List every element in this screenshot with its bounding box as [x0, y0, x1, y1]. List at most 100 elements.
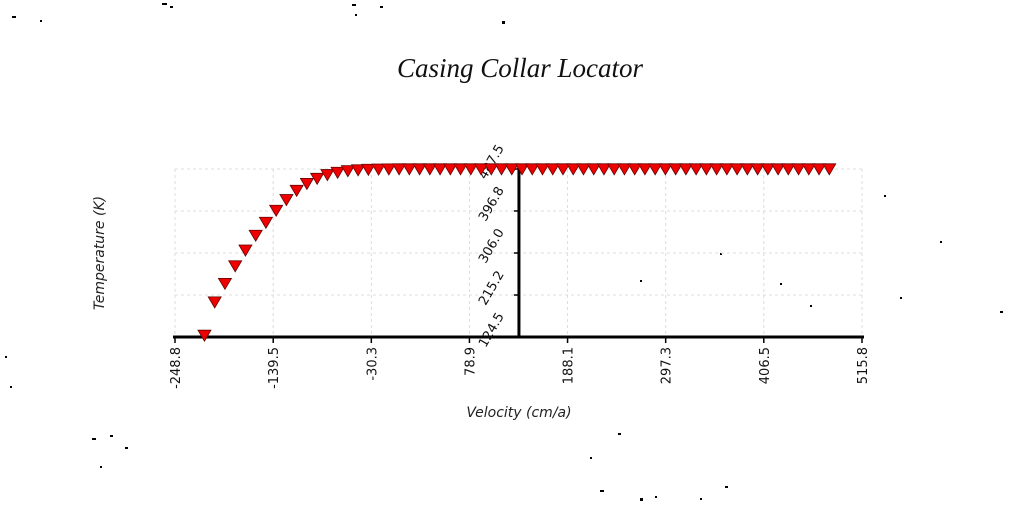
data-point-15 — [350, 164, 366, 177]
noise-speck — [640, 280, 642, 282]
data-point-49 — [699, 163, 714, 176]
data-point-55 — [760, 163, 776, 176]
data-point-41 — [617, 163, 632, 176]
noise-speck — [92, 438, 96, 440]
noise-speck — [100, 466, 102, 468]
noise-speck — [810, 305, 812, 307]
y-tick-label-2: 306.0 — [476, 226, 508, 266]
noise-speck — [600, 490, 604, 492]
data-point-12 — [320, 169, 335, 182]
data-point-43 — [637, 163, 653, 176]
data-point-32 — [525, 163, 540, 176]
data-point-48 — [688, 163, 704, 176]
data-point-51 — [719, 163, 735, 176]
data-point-29 — [494, 163, 509, 176]
data-point-45 — [658, 163, 673, 176]
noise-specks — [5, 3, 1003, 501]
data-point-52 — [729, 163, 745, 176]
chart-title: Casing Collar Locator — [397, 53, 644, 83]
data-point-2 — [217, 277, 233, 291]
noise-speck — [162, 3, 167, 5]
data-point-18 — [381, 163, 397, 176]
axes — [173, 165, 864, 339]
data-point-33 — [535, 163, 550, 176]
series-markers — [197, 163, 837, 343]
data-point-39 — [596, 163, 612, 176]
data-point-34 — [545, 163, 560, 176]
noise-speck — [940, 241, 942, 243]
noise-speck — [352, 4, 356, 6]
noise-speck — [170, 6, 173, 8]
noise-speck — [12, 16, 16, 18]
x-tick-label-7: 515.8 — [856, 347, 871, 384]
data-point-8 — [279, 194, 294, 207]
data-point-60 — [811, 163, 827, 176]
x-tick-label-0: -248.8 — [169, 347, 184, 389]
data-point-38 — [586, 163, 601, 176]
data-point-58 — [791, 163, 806, 176]
data-point-13 — [330, 166, 345, 180]
data-point-22 — [422, 163, 438, 176]
data-point-47 — [678, 163, 694, 176]
data-point-25 — [453, 163, 468, 176]
y-tick-label-3: 396.8 — [476, 184, 508, 224]
x-tick-label-4: 188.1 — [562, 347, 577, 384]
data-point-21 — [412, 163, 427, 176]
data-point-3 — [228, 260, 243, 273]
data-point-37 — [576, 163, 591, 176]
data-point-42 — [627, 163, 642, 176]
noise-speck — [380, 6, 383, 8]
noise-speck — [5, 356, 7, 358]
data-point-24 — [443, 163, 458, 176]
data-point-19 — [391, 163, 407, 176]
noise-speck — [720, 253, 722, 255]
data-point-53 — [740, 163, 755, 176]
noise-speck — [110, 435, 113, 437]
x-tick-label-6: 406.5 — [758, 347, 773, 384]
data-point-44 — [647, 163, 663, 176]
y-tick-label-1: 215.2 — [476, 268, 508, 308]
noise-speck — [125, 447, 128, 449]
data-point-11 — [309, 172, 325, 186]
x-tick-label-1: -139.5 — [267, 347, 282, 389]
data-point-6 — [258, 216, 274, 230]
noise-speck — [700, 498, 702, 500]
data-point-20 — [402, 163, 417, 176]
data-point-59 — [801, 163, 817, 176]
x-tick-label-5: 297.3 — [660, 347, 675, 384]
noise-speck — [884, 195, 886, 197]
noise-speck — [40, 20, 42, 22]
data-point-4 — [238, 244, 253, 257]
data-point-9 — [289, 184, 304, 198]
data-point-14 — [340, 165, 356, 178]
data-point-27 — [473, 163, 489, 176]
data-point-50 — [709, 163, 724, 176]
noise-speck — [10, 386, 12, 388]
data-point-57 — [781, 163, 796, 176]
data-point-26 — [463, 163, 478, 176]
data-point-54 — [750, 163, 765, 176]
data-point-23 — [432, 163, 448, 176]
x-axis-ticks: -248.8 -139.5 -30.3 78.9 188.1 297.3 406.5 515.… — [169, 337, 871, 389]
noise-speck — [355, 14, 357, 16]
noise-speck — [725, 486, 728, 488]
data-point-0 — [197, 329, 212, 343]
data-point-1 — [207, 296, 222, 309]
data-point-5 — [248, 229, 263, 243]
data-point-46 — [668, 163, 683, 176]
data-point-56 — [770, 163, 786, 176]
y-tick-label-0: 124.5 — [476, 310, 508, 350]
data-point-30 — [504, 163, 519, 176]
noise-speck — [502, 21, 505, 24]
data-point-40 — [606, 163, 622, 176]
noise-speck — [1000, 311, 1003, 313]
noise-speck — [640, 498, 643, 501]
data-point-16 — [361, 163, 376, 177]
noise-speck — [655, 496, 657, 498]
y-tick-label-4: 487.5 — [476, 142, 508, 182]
data-point-28 — [484, 163, 499, 176]
x-tick-label-2: -30.3 — [365, 347, 380, 381]
data-point-10 — [299, 177, 315, 191]
data-point-17 — [371, 163, 386, 176]
